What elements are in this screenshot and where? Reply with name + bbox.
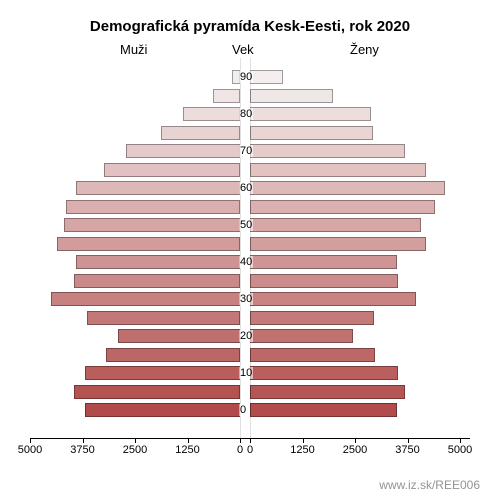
bar-men — [85, 366, 240, 380]
bar-women — [250, 329, 353, 343]
bar-women — [250, 70, 283, 84]
x-tick-label: 1250 — [175, 444, 199, 456]
bar-men — [161, 126, 240, 140]
bar-men — [74, 385, 240, 399]
bar-men — [76, 255, 240, 269]
bar-women — [250, 89, 333, 103]
bar-women — [250, 126, 373, 140]
bar-women — [250, 163, 426, 177]
age-label: 90 — [239, 71, 253, 83]
bar-women — [250, 403, 397, 417]
bar-men — [213, 89, 240, 103]
bar-men — [183, 107, 240, 121]
bar-men — [118, 329, 240, 343]
watermark: www.iz.sk/REE006 — [379, 478, 480, 492]
chart-title: Demografická pyramída Kesk-Eesti, rok 20… — [0, 18, 500, 35]
x-axis: 5000375025001250001250250037505000 — [30, 438, 470, 463]
age-label: 60 — [239, 182, 253, 194]
x-tick-label: 5000 — [18, 444, 42, 456]
bar-women — [250, 181, 445, 195]
bar-women — [250, 292, 416, 306]
age-label: 10 — [239, 367, 253, 379]
label-age: Vek — [232, 42, 254, 57]
bar-men — [57, 237, 240, 251]
x-tick-label: 3750 — [395, 444, 419, 456]
bar-men — [51, 292, 240, 306]
age-label: 30 — [239, 293, 253, 305]
age-label: 80 — [239, 108, 253, 120]
age-label: 70 — [239, 145, 253, 157]
bar-women — [250, 255, 397, 269]
age-label: 20 — [239, 330, 253, 342]
x-tick-label: 2500 — [343, 444, 367, 456]
x-tick-label: 0 — [247, 444, 253, 456]
age-label: 40 — [239, 256, 253, 268]
bar-men — [85, 403, 240, 417]
bar-men — [104, 163, 241, 177]
age-label: 50 — [239, 219, 253, 231]
x-tick-label: 3750 — [70, 444, 94, 456]
bar-men — [66, 200, 240, 214]
x-tick-label: 5000 — [448, 444, 472, 456]
bar-women — [250, 237, 426, 251]
bar-women — [250, 218, 421, 232]
bar-women — [250, 385, 405, 399]
label-women: Ženy — [350, 42, 379, 57]
bar-men — [126, 144, 240, 158]
bar-men — [87, 311, 240, 325]
plot-area: 0 10 20 30 40 50 60 70 80 90 — [30, 58, 470, 438]
bar-women — [250, 274, 398, 288]
x-tick-label: 2500 — [123, 444, 147, 456]
bar-women — [250, 311, 374, 325]
pyramid-chart: Demografická pyramída Kesk-Eesti, rok 20… — [0, 0, 500, 500]
x-tick-label: 1250 — [290, 444, 314, 456]
bar-men — [106, 348, 240, 362]
bar-women — [250, 144, 405, 158]
bar-men — [74, 274, 240, 288]
x-tick-label: 0 — [237, 444, 243, 456]
label-men: Muži — [120, 42, 147, 57]
bar-women — [250, 366, 398, 380]
bar-men — [76, 181, 240, 195]
bar-men — [64, 218, 240, 232]
bar-women — [250, 107, 371, 121]
bar-women — [250, 200, 435, 214]
age-label: 0 — [239, 404, 247, 416]
bar-women — [250, 348, 375, 362]
